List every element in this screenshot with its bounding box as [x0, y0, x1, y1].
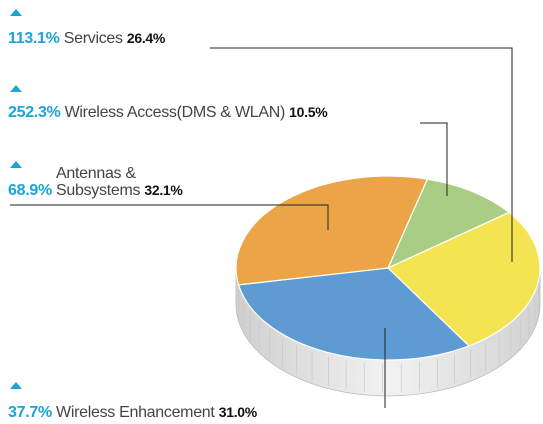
up-icon	[10, 9, 22, 16]
up-icons	[10, 9, 22, 389]
pie-slice	[386, 178, 511, 270]
up-icon	[10, 161, 22, 168]
up-icon	[10, 85, 22, 92]
leader-line	[210, 47, 513, 262]
label-row: 252.3% Wireless Access(DMS & WLAN) 10.5%	[8, 104, 328, 121]
label-row: 113.1% Services 26.4%	[8, 30, 165, 47]
up-icon	[10, 382, 22, 389]
share-label: 26.4%	[126, 30, 166, 46]
share-label: 31.0%	[218, 404, 258, 420]
leader-lines	[10, 47, 513, 408]
category-label: Services	[63, 30, 123, 47]
share-label: 32.1%	[144, 182, 183, 198]
pie-slice	[237, 267, 471, 361]
label-row: 37.7% Wireless Enhancement 31.0%	[8, 404, 257, 421]
growth-label: 68.9%	[8, 182, 52, 199]
growth-label: 252.3%	[8, 104, 61, 121]
leader-line	[10, 204, 329, 230]
category-label: Antennas & Subsystems	[56, 165, 141, 199]
category-label: Wireless Enhancement	[56, 404, 215, 421]
category-label: Wireless Access(DMS & WLAN)	[64, 104, 286, 121]
label-row: 68.9% Antennas & Subsystems 32.1%	[8, 165, 183, 199]
growth-label: 113.1%	[8, 30, 60, 47]
pie-slice	[235, 175, 429, 286]
share-label: 10.5%	[289, 104, 328, 120]
growth-label: 37.7%	[8, 404, 52, 421]
pie-slice	[386, 211, 541, 347]
leader-line	[420, 122, 448, 196]
pie	[235, 175, 541, 397]
